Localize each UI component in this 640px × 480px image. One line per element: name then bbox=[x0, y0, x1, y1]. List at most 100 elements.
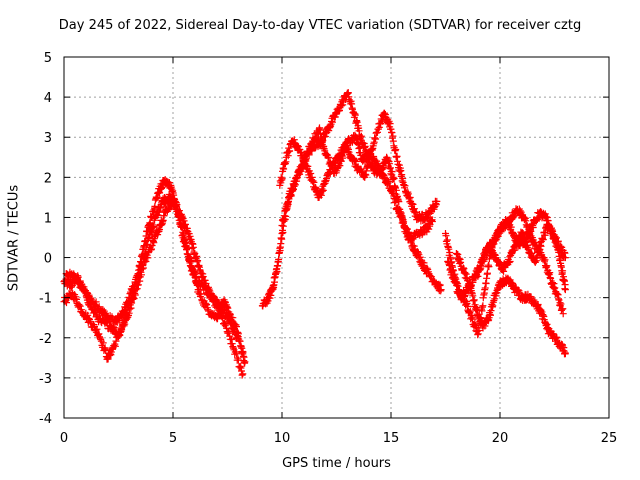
data-point bbox=[132, 286, 140, 294]
data-point bbox=[385, 178, 393, 186]
data-point bbox=[92, 307, 99, 315]
data-point bbox=[138, 271, 145, 279]
chart-title: Day 245 of 2022, Sidereal Day-to-day VTE… bbox=[58, 18, 582, 33]
data-point bbox=[180, 230, 188, 238]
data-point bbox=[473, 304, 480, 311]
x-axis-label: GPS time / hours bbox=[282, 456, 391, 471]
data-point bbox=[559, 310, 567, 318]
data-point bbox=[193, 281, 201, 289]
data-point bbox=[559, 267, 567, 275]
data-point bbox=[285, 193, 292, 201]
data-point bbox=[337, 157, 345, 165]
data-point bbox=[388, 168, 396, 176]
data-point bbox=[93, 325, 101, 333]
data-point bbox=[75, 301, 83, 308]
data-point bbox=[215, 311, 223, 319]
y-tick-label: -3 bbox=[39, 372, 52, 387]
x-tick-label: 15 bbox=[383, 431, 400, 446]
data-point bbox=[150, 223, 158, 231]
data-point bbox=[302, 155, 310, 163]
data-point bbox=[238, 371, 246, 379]
data-points bbox=[60, 89, 569, 379]
data-point bbox=[279, 229, 287, 236]
data-point bbox=[211, 296, 219, 304]
x-tick-label: 10 bbox=[274, 431, 291, 446]
data-point bbox=[297, 167, 305, 175]
data-point bbox=[325, 153, 333, 161]
data-point bbox=[494, 232, 502, 240]
x-tick-label: 0 bbox=[60, 431, 68, 446]
data-point bbox=[436, 281, 444, 289]
data-point bbox=[121, 320, 129, 328]
data-point bbox=[309, 177, 317, 185]
data-point bbox=[448, 267, 456, 275]
data-point bbox=[184, 244, 191, 252]
data-point bbox=[317, 191, 325, 199]
data-point bbox=[445, 245, 453, 253]
data-point bbox=[357, 132, 365, 140]
data-point bbox=[104, 355, 112, 363]
data-point bbox=[353, 118, 361, 126]
y-tick-label: -4 bbox=[39, 412, 52, 427]
y-tick-label: 1 bbox=[44, 211, 52, 226]
data-point bbox=[420, 259, 428, 267]
data-point bbox=[403, 225, 411, 233]
data-point bbox=[103, 318, 111, 326]
data-point bbox=[549, 227, 557, 235]
y-tick-label: -2 bbox=[39, 332, 52, 347]
data-point bbox=[426, 272, 434, 280]
data-point bbox=[395, 161, 403, 169]
y-tick-label: 0 bbox=[44, 252, 52, 267]
data-point bbox=[453, 281, 461, 289]
data-point bbox=[284, 152, 292, 160]
data-point bbox=[234, 356, 242, 364]
data-point bbox=[443, 236, 451, 244]
data-point bbox=[506, 258, 514, 265]
data-point bbox=[466, 307, 474, 315]
data-point bbox=[541, 231, 549, 239]
data-point bbox=[291, 181, 299, 189]
data-point bbox=[202, 280, 210, 287]
data-point bbox=[392, 197, 400, 205]
data-point bbox=[340, 149, 348, 157]
data-point bbox=[479, 302, 487, 310]
data-point bbox=[286, 147, 294, 155]
data-point bbox=[485, 263, 493, 271]
data-point bbox=[233, 323, 240, 331]
data-point bbox=[433, 197, 441, 205]
y-tick-label: 5 bbox=[44, 51, 52, 66]
data-point bbox=[390, 175, 398, 182]
data-point bbox=[557, 300, 565, 308]
data-point bbox=[156, 189, 164, 197]
data-point bbox=[428, 218, 436, 225]
data-point bbox=[99, 339, 107, 347]
data-point bbox=[553, 334, 561, 342]
data-point bbox=[197, 290, 205, 298]
data-point bbox=[474, 272, 482, 280]
data-point bbox=[519, 229, 527, 237]
data-point bbox=[228, 336, 235, 343]
axis-ticks bbox=[63, 56, 610, 419]
data-point bbox=[239, 370, 247, 378]
data-point bbox=[306, 146, 314, 154]
data-point bbox=[234, 330, 242, 338]
y-tick-label: 3 bbox=[44, 131, 52, 146]
data-point bbox=[177, 217, 185, 225]
data-point bbox=[474, 330, 482, 338]
data-point bbox=[487, 243, 495, 251]
data-point bbox=[178, 222, 186, 230]
data-point bbox=[84, 311, 92, 319]
y-tick-label: -1 bbox=[39, 292, 52, 307]
data-point bbox=[386, 164, 394, 172]
data-point bbox=[187, 257, 195, 265]
data-point bbox=[293, 177, 301, 185]
data-point bbox=[241, 358, 249, 366]
data-point bbox=[398, 171, 406, 179]
y-tick-labels: -4 -3 -2 -1 0 1 2 3 4 5 bbox=[39, 51, 52, 427]
data-point bbox=[124, 313, 132, 321]
data-point bbox=[543, 262, 551, 270]
data-point bbox=[484, 269, 491, 277]
plot-frame bbox=[63, 56, 610, 419]
data-point bbox=[222, 320, 230, 328]
